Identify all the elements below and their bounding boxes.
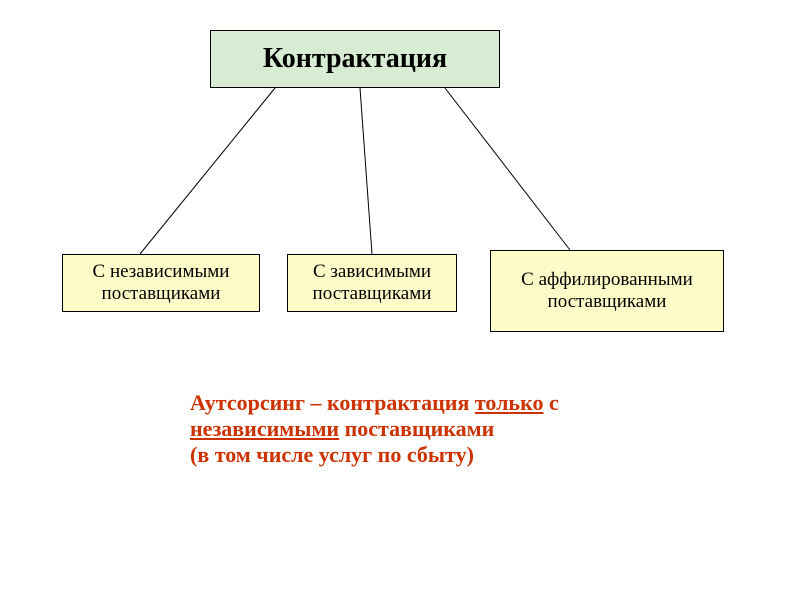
root-node: Контрактация: [210, 30, 500, 88]
child-label: С зависимыми поставщиками: [294, 261, 450, 305]
def-text: поставщиками: [339, 416, 494, 441]
child-node-affiliated: С аффилированными поставщиками: [490, 250, 724, 332]
connector-line: [360, 88, 372, 254]
connector-line: [445, 88, 570, 250]
child-label: С независимыми поставщиками: [69, 261, 253, 305]
def-underline-independent: независимыми: [190, 416, 339, 441]
def-underline-only: только: [475, 390, 544, 415]
def-text: Аутсорсинг – контрактация: [190, 390, 475, 415]
definition-line-3: (в том числе услуг по сбыту): [190, 442, 730, 468]
def-text: с: [543, 390, 558, 415]
root-label: Контрактация: [263, 43, 447, 75]
child-node-dependent: С зависимыми поставщиками: [287, 254, 457, 312]
child-label: С аффилированными поставщиками: [497, 269, 717, 313]
definition-line-2: независимыми поставщиками: [190, 416, 730, 442]
definition-text: Аутсорсинг – контрактация только с незав…: [190, 390, 730, 468]
connector-line: [140, 88, 275, 254]
child-node-independent: С независимыми поставщиками: [62, 254, 260, 312]
definition-line-1: Аутсорсинг – контрактация только с: [190, 390, 730, 416]
